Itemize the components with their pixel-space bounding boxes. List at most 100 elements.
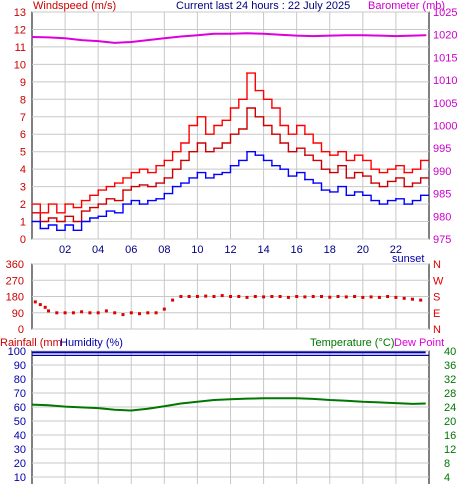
series-point <box>196 34 199 36</box>
direction-point <box>71 311 75 315</box>
direction-point <box>204 294 208 298</box>
series-point <box>64 215 66 218</box>
series-point <box>419 177 422 179</box>
wind-y-tick: 1 <box>20 217 26 229</box>
temperature-y-tick: 32 <box>444 374 456 386</box>
series-point <box>80 39 83 41</box>
humidity-y-tick: 90 <box>14 360 26 372</box>
series-point <box>180 159 182 162</box>
series-line-gust <box>32 72 429 214</box>
series-point <box>180 35 182 38</box>
x-tick-label: 14 <box>257 244 269 256</box>
chart-title: Current last 24 hours : 22 July 2025 <box>176 0 350 12</box>
series-point <box>279 142 281 144</box>
series-point <box>304 178 306 181</box>
series-point <box>155 198 157 200</box>
x-tick-label: 16 <box>291 244 303 256</box>
baro-y-tick: 1020 <box>433 30 457 42</box>
series-point <box>246 72 248 74</box>
direction-compass-label: N <box>433 324 441 336</box>
baro-y-tick: 1015 <box>433 52 457 64</box>
series-point <box>329 191 331 193</box>
series-point <box>411 199 414 202</box>
series-point <box>188 177 190 179</box>
series-point <box>378 171 381 174</box>
series-point <box>39 227 42 230</box>
direction-point <box>96 311 100 315</box>
series-point <box>163 192 166 195</box>
series-point <box>147 199 149 202</box>
humidity-y-tick: 70 <box>14 388 26 400</box>
humidity-y-tick: 30 <box>14 444 26 456</box>
series-point <box>105 185 108 188</box>
series-point <box>411 182 414 184</box>
direction-point <box>369 295 373 299</box>
series-point <box>97 40 99 42</box>
series-point <box>171 185 174 188</box>
direction-point <box>295 295 299 298</box>
series-point <box>229 33 232 35</box>
direction-series <box>33 294 423 317</box>
series-point <box>362 159 364 162</box>
series-point <box>171 150 174 153</box>
baro-y-tick: 975 <box>433 234 451 246</box>
series-point <box>155 164 157 167</box>
series-point <box>130 171 133 174</box>
direction-point <box>286 295 290 299</box>
series-point <box>47 217 50 219</box>
direction-point <box>394 295 398 299</box>
wind-y-tick: 12 <box>14 24 26 36</box>
series-point <box>31 36 33 38</box>
temperature-y-tick: 36 <box>444 360 456 372</box>
direction-point <box>212 295 216 298</box>
x-tick-label: 10 <box>191 244 203 256</box>
series-point <box>238 98 240 101</box>
direction-point <box>43 305 47 309</box>
series-point <box>47 203 50 205</box>
series-point <box>204 133 207 135</box>
direction-point <box>311 295 315 298</box>
series-point <box>329 154 331 156</box>
series-point <box>97 203 99 205</box>
series-point <box>238 159 240 162</box>
direction-point <box>344 295 348 299</box>
series-point <box>271 164 273 167</box>
direction-point <box>154 311 158 315</box>
series-point <box>295 171 298 174</box>
direction-left-ticks: 360 270 180 90 0 <box>6 259 24 336</box>
series-point <box>113 199 116 202</box>
series-point <box>386 199 389 202</box>
baro-y-tick: 1025 <box>433 7 457 19</box>
wind-y-tick: 9 <box>20 77 26 89</box>
series-point <box>262 33 265 35</box>
baro-y-tick: 1005 <box>433 98 457 110</box>
direction-point <box>113 311 117 315</box>
series-point <box>312 182 315 184</box>
x-tick-label: 06 <box>125 244 137 256</box>
series-point <box>295 34 298 37</box>
x-tick-label: 18 <box>324 244 336 256</box>
series-point <box>89 206 91 209</box>
direction-point <box>402 296 406 300</box>
series-point <box>378 203 381 205</box>
series-point <box>221 142 223 144</box>
temperature-y-tick: 4 <box>444 472 450 484</box>
baro-y-tick: 1000 <box>433 121 457 133</box>
series-point <box>105 210 108 212</box>
series-point <box>345 177 348 179</box>
series-point <box>329 171 331 174</box>
series-point <box>337 185 339 188</box>
series-point <box>64 203 66 205</box>
wind-y-tick: 4 <box>20 164 26 176</box>
humidity-y-tick: 100 <box>8 346 26 358</box>
series-point <box>56 220 58 223</box>
temperature-y-tick: 24 <box>444 402 456 414</box>
series-point <box>163 159 166 162</box>
series-point <box>337 164 339 167</box>
direction-point <box>386 295 390 298</box>
series-point <box>163 177 166 179</box>
wind-y-tick: 0 <box>20 234 26 246</box>
series-point <box>353 171 356 174</box>
humidity-y-tick: 10 <box>14 472 26 484</box>
